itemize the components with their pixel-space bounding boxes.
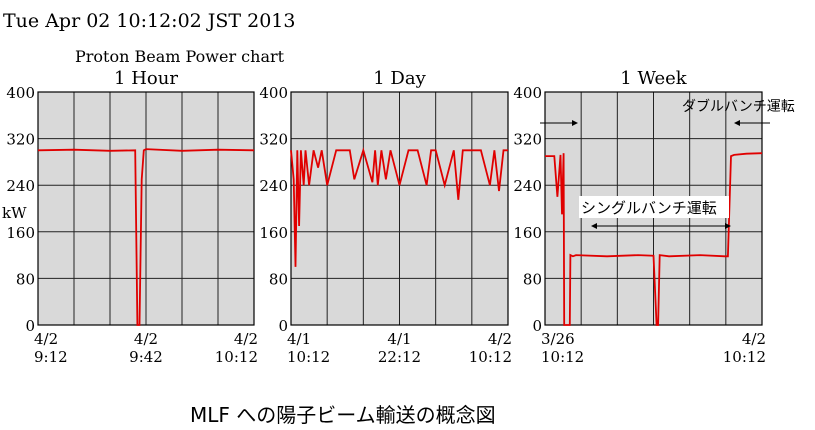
y-tick-label: 0 [278, 317, 288, 335]
chart-title: Proton Beam Power chart [75, 47, 285, 66]
timestamp: Tue Apr 02 10:12:02 JST 2013 [3, 10, 296, 32]
y-tick-label: 400 [6, 84, 35, 102]
annotation-arrowhead-left [572, 120, 578, 126]
plot-frame [544, 91, 763, 326]
y-tick-label: 160 [6, 224, 35, 242]
annotation-double-bunch: ダブルバンチ運転 [682, 98, 795, 115]
y-tick-label: 0 [532, 317, 542, 335]
y-tick-label: 80 [523, 270, 542, 288]
x-tick-label: 4/2 [742, 330, 766, 348]
y-tick-label: 400 [513, 84, 542, 102]
x-tick-label: 10:12 [723, 348, 766, 366]
series-line [37, 148, 255, 326]
x-tick-label: 9:42 [129, 348, 163, 366]
y-tick-label: 320 [513, 131, 542, 149]
y-tick-label: 320 [6, 131, 35, 149]
panel-title: 1 Day [373, 68, 426, 89]
y-tick-label: 400 [259, 84, 288, 102]
series-line [290, 147, 508, 267]
plot-frame [290, 91, 509, 326]
annotation-label-bg [579, 196, 729, 218]
x-tick-label: 22:12 [378, 348, 421, 366]
y-axis-label: kW [2, 204, 27, 222]
y-tick-label: 240 [513, 177, 542, 195]
y-tick-label: 160 [259, 224, 288, 242]
annotation-single-bunch: シングルバンチ運転 [581, 199, 717, 217]
x-tick-label: 4/2 [234, 330, 258, 348]
chart-panel-2: 1 Day4003202401608004/110:124/122:124/21… [259, 68, 512, 366]
panel-title: 1 Week [620, 68, 688, 89]
y-tick-label: 240 [259, 177, 288, 195]
x-tick-label: 4/2 [134, 330, 158, 348]
x-tick-label: 3/26 [541, 330, 575, 348]
y-tick-label: 80 [269, 270, 288, 288]
series-line [545, 152, 763, 326]
x-tick-label: 4/1 [287, 330, 311, 348]
y-tick-label: 0 [25, 317, 35, 335]
figure-caption: MLF への陽子ビーム輸送の概念図 [190, 403, 496, 427]
annotation-span-head-left [591, 223, 597, 229]
panel-title: 1 Hour [114, 68, 178, 89]
y-tick-label: 320 [259, 131, 288, 149]
x-tick-label: 4/2 [488, 330, 512, 348]
y-tick-label: 80 [16, 270, 35, 288]
y-tick-label: 160 [513, 224, 542, 242]
x-tick-label: 10:12 [469, 348, 512, 366]
x-tick-label: 4/2 [34, 330, 58, 348]
y-tick-label: 240 [6, 177, 35, 195]
x-tick-label: 9:12 [34, 348, 68, 366]
plot-frame [37, 91, 255, 326]
annotation-arrowhead-right [734, 120, 740, 126]
x-tick-label: 10:12 [541, 348, 584, 366]
x-tick-label: 4/1 [387, 330, 411, 348]
x-tick-label: 10:12 [287, 348, 330, 366]
x-tick-label: 10:12 [215, 348, 258, 366]
annotation-span-head-right [725, 223, 731, 229]
chart-panel-1: 1 Hour400320240160800kW4/29:124/29:424/2… [2, 68, 258, 366]
